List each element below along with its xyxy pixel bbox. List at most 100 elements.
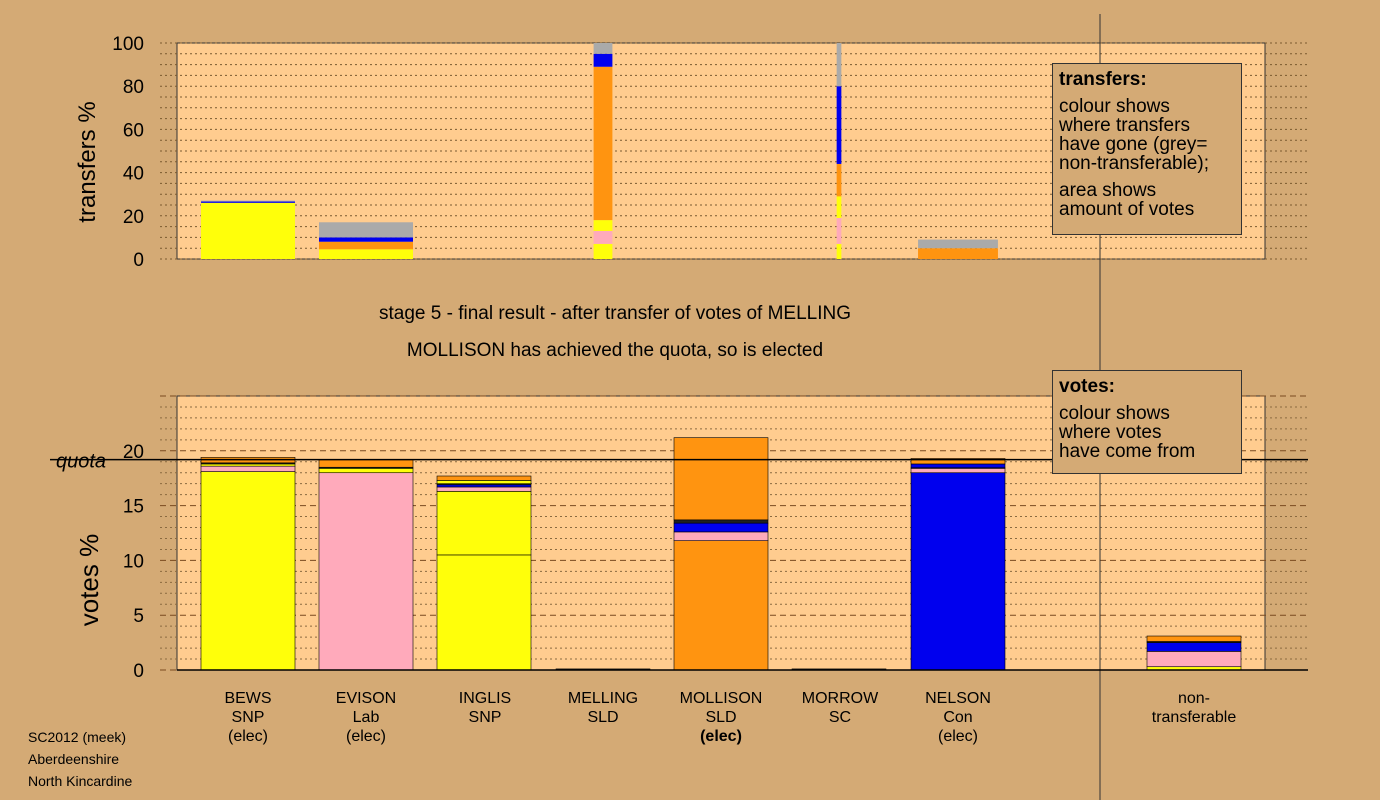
transfers-legend: transfers: colour shows where transfers … xyxy=(1052,63,1242,235)
candidate-label-bews: BEWS SNP (elec) xyxy=(183,689,313,746)
quota-label: quota xyxy=(56,451,106,473)
transfers-legend-line: area shows xyxy=(1059,180,1157,201)
vote-segment-bews xyxy=(200,465,296,472)
votes-legend-line: where votes xyxy=(1059,422,1162,443)
candidate-name: INGLIS xyxy=(458,690,512,707)
vote-segment-mollison xyxy=(673,522,769,533)
transfers-legend-line: where transfers xyxy=(1059,115,1190,136)
vote-segment-inglis xyxy=(436,486,532,492)
vote-segment-bews xyxy=(200,463,296,467)
vote-segment-bews xyxy=(200,471,296,671)
candidate-name: NELSON xyxy=(925,690,991,707)
candidate-name: MOLLISON xyxy=(679,690,763,707)
transfer-segment-morrow xyxy=(836,217,842,244)
vote-segment-nelson xyxy=(910,472,1006,671)
vote-segment-inglis xyxy=(436,475,532,481)
transfer-segment-nelson xyxy=(918,248,998,259)
candidate-party: SNP xyxy=(231,709,265,726)
transfer-segment-morrow xyxy=(836,43,842,87)
footer-system: SC2012 (meek) xyxy=(28,729,127,745)
transfer-segment-morrow xyxy=(836,86,842,164)
votes-legend-title: votes: xyxy=(1059,376,1115,397)
transfer-segment-bews xyxy=(201,200,295,202)
votes-legend-line: have come from xyxy=(1059,441,1196,462)
transfer-segment-morrow xyxy=(836,196,842,218)
transfers-tick-label: 20 xyxy=(123,207,144,228)
transfers-legend-line: have gone (grey= xyxy=(1059,134,1208,155)
transfers-tick-label: 100 xyxy=(112,34,144,55)
votes-tick-label: 15 xyxy=(123,497,144,518)
vote-segment-evison xyxy=(318,468,414,474)
transfers-bars xyxy=(201,43,998,259)
vote-segment-mollison xyxy=(673,540,769,671)
vote-segment-evison xyxy=(318,472,414,671)
candidate-label-non-transferable: non- transferable xyxy=(1129,689,1259,727)
transfer-segment-bews xyxy=(201,202,295,259)
elected-description: MOLLISON has achieved the quota, so is e… xyxy=(406,340,824,361)
transfers-legend-title: transfers: xyxy=(1059,69,1147,90)
candidate-label-morrow: MORROW SC xyxy=(775,689,905,727)
transfer-segment-nelson xyxy=(918,239,998,249)
candidate-name: MELLING xyxy=(567,690,639,707)
transfers-y-axis: 0 20 40 60 80 100 xyxy=(112,34,144,271)
stage-description: stage 5 - final result - after transfer … xyxy=(378,303,852,324)
votes-tick-label: 5 xyxy=(133,606,144,627)
transfers-tick-label: 0 xyxy=(133,250,144,271)
transfer-segment-evison xyxy=(319,222,413,238)
votes-legend: votes: colour shows where votes have com… xyxy=(1052,370,1242,474)
candidate-status: (elec) xyxy=(937,728,978,745)
vote-segment-inglis xyxy=(436,491,532,556)
candidate-name: MORROW xyxy=(801,690,879,707)
votes-tick-label: 0 xyxy=(133,661,144,682)
votes-bars xyxy=(200,437,1242,671)
vote-segment-inglis xyxy=(436,484,532,488)
candidate-status: (elec) xyxy=(700,728,742,745)
vote-segment-nontransferable xyxy=(1146,651,1242,668)
candidate-label-melling: MELLING SLD xyxy=(538,689,668,727)
transfer-segment-melling xyxy=(593,66,613,221)
candidate-party: transferable xyxy=(1151,709,1237,726)
transfer-segment-evison xyxy=(319,241,413,250)
transfer-segment-evison xyxy=(319,237,413,242)
candidate-label-evison: EVISON Lab (elec) xyxy=(301,689,431,746)
vote-segment-inglis xyxy=(436,554,532,671)
candidate-label-mollison: MOLLISON SLD (elec) xyxy=(656,689,786,746)
transfer-segment-morrow xyxy=(836,243,842,259)
vote-segment-nelson xyxy=(910,468,1006,474)
footer-ward: North Kincardine xyxy=(28,773,133,789)
transfer-segment-melling xyxy=(593,243,613,259)
candidate-name: non- xyxy=(1177,690,1211,707)
transfers-y-axis-label: transfers % xyxy=(74,101,101,222)
vote-segment-nelson xyxy=(910,463,1006,468)
vote-segment-nelson xyxy=(910,458,1006,465)
vote-segment-mollison xyxy=(673,519,769,524)
transfer-segment-bews xyxy=(201,201,295,203)
transfer-segment-melling xyxy=(593,230,613,244)
transfers-tick-label: 60 xyxy=(123,120,144,141)
candidate-party: Lab xyxy=(352,709,380,726)
vote-segment-inglis xyxy=(436,480,532,484)
transfers-tick-label: 80 xyxy=(123,77,144,98)
vote-segment-mollison xyxy=(673,437,769,521)
transfer-segment-melling xyxy=(593,220,613,231)
candidate-label-inglis: INGLIS SNP xyxy=(420,689,550,727)
vote-segment-nontransferable xyxy=(1146,642,1242,652)
votes-y-axis: 0 5 10 15 20 xyxy=(123,442,144,682)
votes-legend-line: colour shows xyxy=(1059,403,1170,424)
transfers-legend-line: colour shows xyxy=(1059,96,1170,117)
candidate-party: SC xyxy=(828,709,852,726)
candidate-party: SLD xyxy=(705,709,737,726)
candidate-status: (elec) xyxy=(227,728,268,745)
vote-segment-evison xyxy=(318,459,414,468)
votes-tick-label: 20 xyxy=(123,442,144,463)
candidate-name: BEWS xyxy=(224,690,272,707)
transfer-segment-melling xyxy=(593,53,613,67)
transfers-legend-line: amount of votes xyxy=(1059,199,1195,220)
vote-segment-nontransferable xyxy=(1146,635,1242,642)
candidate-party: SLD xyxy=(587,709,619,726)
transfer-segment-evison xyxy=(319,249,413,259)
footer-info: SC2012 (meek) Aberdeenshire North Kincar… xyxy=(28,726,132,792)
votes-y-axis-label: votes % xyxy=(74,534,104,627)
vote-segment-mollison xyxy=(673,531,769,541)
transfers-legend-line: non-transferable); xyxy=(1059,153,1209,174)
